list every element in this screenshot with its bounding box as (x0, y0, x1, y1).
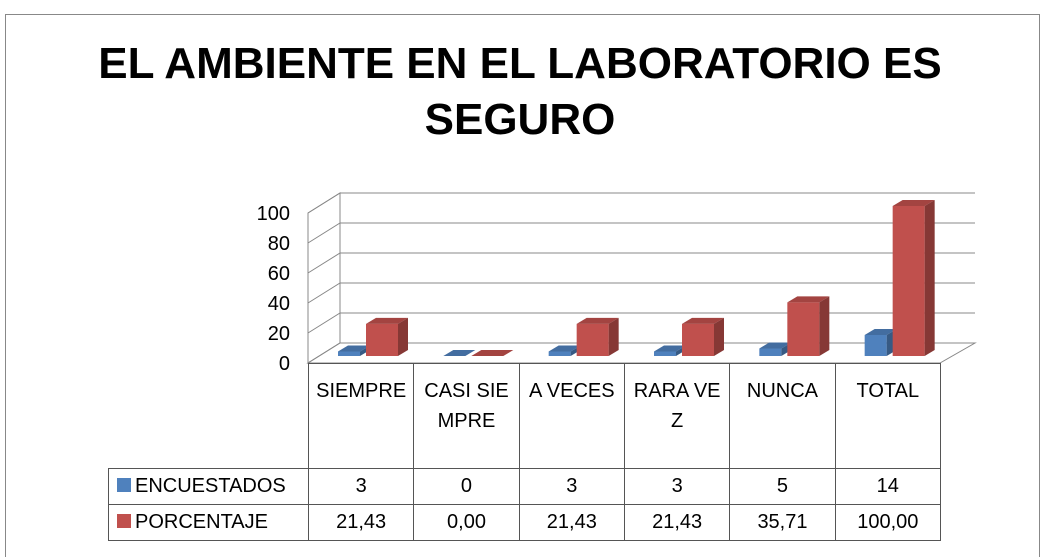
legend-label: PORCENTAJE (135, 511, 268, 533)
table-value: 14 (834, 468, 941, 505)
table-row: PORCENTAJE 21,43 0,00 21,43 21,43 35,71 100,00 (108, 504, 941, 541)
table-value: 21,43 (307, 504, 415, 541)
legend-label: ENCUESTADOS (135, 475, 286, 497)
chart-title: EL AMBIENTE EN EL LABORATORIO ES (98, 39, 941, 88)
table-header-row: SIEMPRE CASI SIEMPRE A VECES RARA VEZ NUNCA T… (108, 363, 941, 469)
bar-face (892, 206, 925, 356)
table-value: 5 (729, 468, 836, 505)
bar-face (443, 350, 476, 356)
legend-swatch (117, 478, 131, 492)
table-value: 3 (518, 468, 625, 505)
x-tick-label: A VECES (518, 363, 625, 469)
bar (443, 350, 476, 356)
bar (338, 345, 370, 356)
bar-face (864, 329, 897, 335)
bar (864, 329, 897, 356)
table-value: 21,43 (518, 504, 625, 541)
bar-face (548, 351, 571, 356)
x-tick-label: SIEMPRE (307, 363, 415, 469)
grid-line (307, 252, 975, 274)
table-row: ENCUESTADOS 3 0 3 3 5 14 (108, 468, 941, 505)
y-tick-label: 100 (257, 203, 290, 225)
bar-face (338, 345, 370, 352)
bar-face (787, 296, 830, 303)
legend-entry: PORCENTAJE (108, 504, 309, 541)
y-tick-label: 40 (268, 293, 290, 315)
bar-face (608, 317, 619, 356)
grid-line (307, 222, 975, 244)
table-value: 3 (623, 468, 731, 505)
bar-face (924, 200, 935, 356)
bar-face (682, 317, 724, 324)
bar-face (892, 200, 935, 206)
bar (682, 317, 724, 356)
bar-face (548, 345, 581, 352)
legend-entry: ENCUESTADOS (108, 468, 309, 505)
bar-face (366, 323, 398, 356)
grid-line (307, 192, 975, 214)
y-tick-label: 20 (268, 323, 290, 345)
bar-face (682, 323, 714, 356)
x-tick-label: RARA VEZ (623, 363, 731, 469)
bar-face (366, 317, 408, 324)
y-tick-label: 60 (268, 263, 290, 285)
table-corner (108, 363, 309, 469)
table-value: 3 (307, 468, 415, 505)
table-value: 21,43 (623, 504, 731, 541)
legend-swatch (117, 514, 131, 528)
chart-title: SEGURO (425, 95, 616, 144)
back-wall (307, 192, 341, 364)
bar-face (654, 351, 676, 356)
bar-face (714, 317, 724, 356)
table-value: 0,00 (413, 504, 520, 541)
bar (471, 350, 514, 356)
bar-face (759, 342, 792, 349)
bar-face (576, 323, 609, 356)
bar-face (398, 317, 408, 356)
bar-face (787, 302, 820, 356)
bar-face (759, 348, 782, 356)
x-tick-label: NUNCA (729, 363, 836, 469)
table-value: 100,00 (834, 504, 941, 541)
x-tick-label: CASI SIEMPRE (413, 363, 520, 469)
grid-line (307, 342, 975, 364)
bar-face (338, 351, 360, 356)
bar (787, 296, 830, 356)
table-value: 35,71 (729, 504, 836, 541)
grid-line (307, 312, 975, 334)
table-value: 0 (413, 468, 520, 505)
data-table: SIEMPRE CASI SIEMPRE A VECES RARA VEZ NUNCA T… (108, 363, 941, 541)
bar (366, 317, 408, 356)
bar (892, 200, 935, 356)
bar-face (864, 335, 887, 356)
bar-face (819, 296, 830, 356)
x-tick-label: TOTAL (834, 363, 941, 469)
bar-face (471, 350, 514, 356)
grid-line (307, 282, 975, 304)
bar-face (654, 345, 686, 352)
bar (654, 345, 686, 356)
y-tick-label: 80 (268, 233, 290, 255)
bar-face (576, 317, 619, 324)
bar (576, 317, 619, 356)
